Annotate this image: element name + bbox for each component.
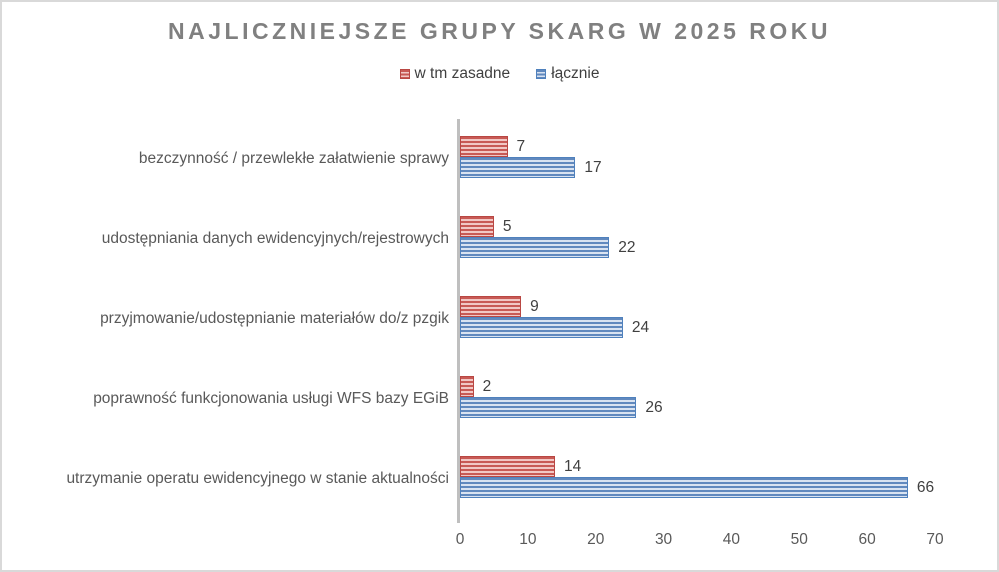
x-tick-label: 30 [654,531,673,548]
x-tick-label: 60 [858,531,876,548]
bar-line-lacznie: 66 [460,477,935,498]
legend-label-zasadne: w tm zasadne [414,65,511,82]
bar-lacznie [460,237,610,258]
value-label-zasadne: 14 [564,457,582,475]
legend-swatch-red-icon [399,69,410,79]
category-row: bezczynność / przewlekłe załatwienie spr… [2,119,997,199]
bar-zasadne [460,136,508,157]
y-axis-tail [457,519,460,523]
value-label-lacznie: 66 [916,478,935,496]
bar-line-lacznie: 26 [460,397,935,418]
bar-group: 7 17 [457,119,935,199]
value-label-lacznie: 24 [631,318,650,336]
bar-line-zasadne: 5 [460,216,935,237]
chart-title: NAJLICZNIEJSZE GRUPY SKARG W 2025 ROKU [168,18,831,44]
legend-item-lacznie: łącznie [536,65,599,83]
category-label: przyjmowanie/udostępnianie materiałów do… [100,310,449,328]
category-label: udostępniania danych ewidencyjnych/rejes… [101,230,449,248]
category-row: przyjmowanie/udostępnianie materiałów do… [2,279,997,359]
value-label-zasadne: 5 [502,217,512,235]
x-tick-label: 20 [587,531,605,548]
bar-line-zasadne: 9 [460,296,935,317]
value-label-zasadne: 7 [516,137,526,155]
bar-line-zasadne: 2 [460,376,935,397]
x-tick-label: 40 [722,531,741,548]
bar-line-lacznie: 17 [460,157,935,178]
legend-label-lacznie: łącznie [551,65,600,82]
x-axis: 0 10 20 30 40 50 60 70 [456,523,944,553]
bar-line-lacznie: 24 [460,317,935,338]
bar-zasadne [460,296,522,317]
value-label-lacznie: 17 [584,158,602,176]
bar-rows: bezczynność / przewlekłe załatwienie spr… [2,119,997,519]
legend-item-zasadne: w tm zasadne [399,65,511,83]
category-label: poprawność funkcjonowania usługi WFS baz… [93,390,449,408]
bar-zasadne [460,456,555,477]
plot-area: bezczynność / przewlekłe załatwienie spr… [2,119,997,553]
value-label-lacznie: 22 [618,238,636,256]
bar-lacznie [460,317,623,338]
bar-zasadne [460,376,474,397]
category-label: utrzymanie operatu ewidencyjnego w stani… [66,470,449,488]
bar-group: 9 24 [457,279,935,359]
value-label-lacznie: 26 [645,398,663,416]
x-tick-label: 70 [926,531,944,548]
bar-group: 14 66 [457,439,935,519]
bar-group: 2 26 [457,359,935,439]
value-label-zasadne: 9 [530,297,539,315]
category-label: bezczynność / przewlekłe załatwienie spr… [138,150,449,168]
legend-swatch-blue-icon [536,69,547,79]
category-row: utrzymanie operatu ewidencyjnego w stani… [2,439,997,519]
bar-lacznie [460,477,908,498]
category-row: udostępniania danych ewidencyjnych/rejes… [2,199,997,279]
bar-line-zasadne: 14 [460,456,935,477]
bar-line-lacznie: 22 [460,237,935,258]
x-tick-label: 50 [790,531,808,548]
x-tick-label: 0 [455,531,465,548]
bar-line-zasadne: 7 [460,136,935,157]
x-tick-label: 10 [519,531,537,548]
bar-zasadne [460,216,494,237]
legend: w tm zasadne łącznie [2,65,997,83]
category-row: poprawność funkcjonowania usługi WFS baz… [2,359,997,439]
bar-lacznie [460,157,576,178]
bar-lacznie [460,397,637,418]
bar-group: 5 22 [457,199,935,279]
value-label-zasadne: 2 [482,377,492,395]
